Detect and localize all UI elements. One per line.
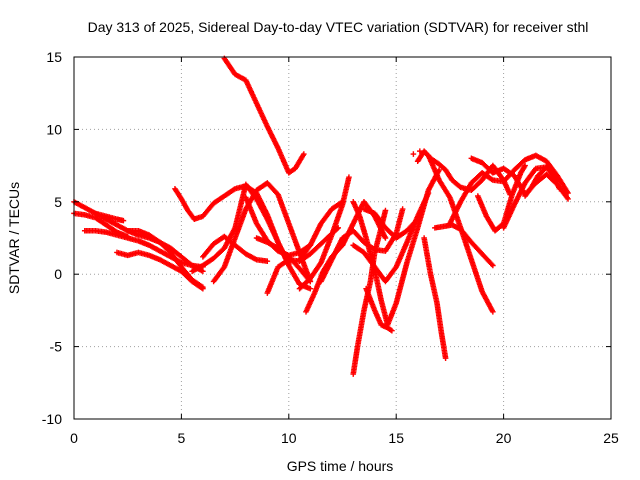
data-point [417,148,423,154]
data-point [413,217,420,224]
data-point [490,309,496,315]
data-point [382,235,389,241]
series-arc-24 [414,148,513,198]
y-tick-label: 15 [46,49,62,65]
data-point [346,174,352,180]
y-tick-label: 10 [46,121,62,137]
series-arc-18 [318,206,406,285]
data-marks [71,55,571,377]
series-arc-17 [296,199,346,263]
data-point [200,268,206,275]
data-point [200,284,206,291]
series-arc-23 [363,285,395,334]
series-arc-28 [447,152,571,227]
y-tick-label: -5 [50,339,63,355]
series-arc-11 [221,55,307,176]
data-point [389,327,395,334]
data-point [565,196,571,202]
series-arc-04 [92,210,206,275]
series-arc-25 [421,235,449,361]
series-arc-22 [361,206,421,241]
data-point [339,236,346,243]
y-tick-label: 5 [54,194,62,210]
data-point [301,151,307,157]
data-point [522,162,528,169]
tick-layer: 0 5 10 15 20 25 -10 -5 0 5 10 15 [42,49,619,446]
data-point [410,151,417,157]
data-point [488,261,495,268]
data-point [382,207,389,214]
data-point [425,190,432,196]
data-point [388,327,394,333]
data-point [307,285,314,292]
data-point [442,355,449,361]
y-tick-label: -10 [42,411,62,427]
x-tick-label: 0 [70,430,78,446]
chart-title: Day 313 of 2025, Sidereal Day-to-day VTE… [88,19,589,35]
series-arc-27 [432,222,496,269]
series-arc-06 [124,227,206,291]
x-tick-label: 15 [388,430,404,446]
series-arc-20 [350,167,442,328]
data-point [339,199,346,205]
data-point [399,206,406,212]
series-arc-26 [425,152,496,315]
data-point [120,217,127,224]
data-point [414,216,421,222]
y-tick-label: 0 [54,266,62,282]
series-outliers [339,148,423,243]
x-tick-label: 25 [603,430,619,446]
x-axis-label: GPS time / hours [287,458,394,474]
data-point [556,185,563,192]
y-axis-label: SDTVAR / TECUs [6,182,22,294]
series-arc-32 [522,164,563,199]
data-point [490,262,496,269]
x-tick-label: 5 [178,430,186,446]
data-point [264,258,271,264]
plot-frame [73,56,612,420]
x-tick-label: 20 [496,430,512,446]
x-tick-label: 10 [281,430,297,446]
